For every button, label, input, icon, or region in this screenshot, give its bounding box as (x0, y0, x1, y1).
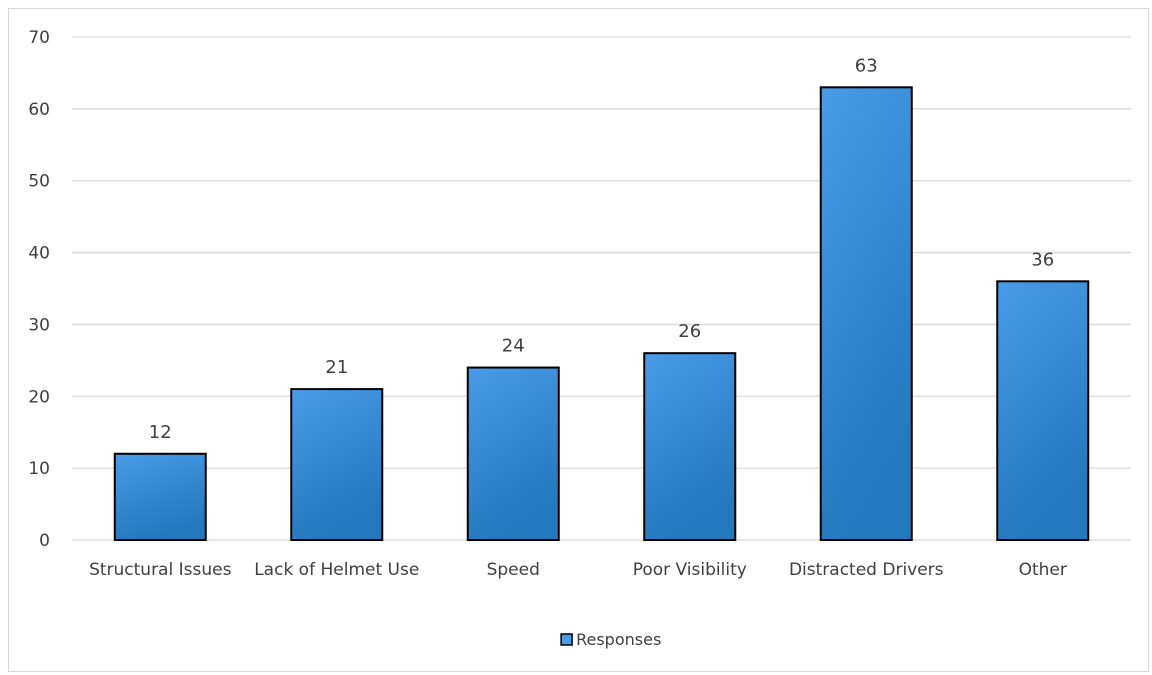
data-label: 24 (502, 336, 525, 357)
legend-label: Responses (576, 630, 661, 649)
bar-3 (643, 352, 737, 541)
bars (113, 86, 1090, 542)
data-label: 21 (325, 357, 348, 378)
x-axis-category-labels: Structural Issues Lack of Helmet Use Speed… (89, 560, 1067, 580)
bar-1 (290, 388, 384, 541)
data-label: 26 (678, 321, 701, 342)
y-tick-label: 50 (28, 172, 50, 192)
gridlines (72, 36, 1131, 541)
x-category-label: Other (1019, 560, 1067, 580)
data-label: 12 (149, 422, 172, 443)
x-category-label: Speed (487, 560, 540, 580)
y-tick-label: 60 (28, 100, 50, 120)
data-label: 36 (1031, 249, 1054, 270)
x-category-label: Poor Visibility (633, 560, 747, 580)
y-tick-label: 10 (28, 459, 50, 479)
y-tick-label: 40 (28, 244, 50, 264)
bar-0 (113, 452, 207, 541)
y-tick-label: 20 (28, 387, 50, 407)
legend-swatch (560, 633, 573, 646)
y-axis-tick-labels: 0 10 20 30 40 50 60 70 (28, 28, 50, 551)
x-category-label: Distracted Drivers (789, 560, 944, 580)
chart-frame (8, 8, 1149, 672)
x-category-label: Structural Issues (89, 560, 232, 580)
y-tick-label: 70 (28, 28, 50, 48)
data-labels: 12 21 24 26 63 36 (149, 55, 1054, 442)
y-tick-label: 0 (39, 531, 50, 551)
bar-2 (466, 366, 560, 541)
x-category-label: Lack of Helmet Use (254, 560, 419, 580)
data-label: 63 (855, 55, 878, 76)
y-tick-label: 30 (28, 315, 50, 335)
bar-4 (819, 86, 913, 542)
bar-5 (996, 280, 1090, 541)
legend: Responses (560, 630, 661, 649)
